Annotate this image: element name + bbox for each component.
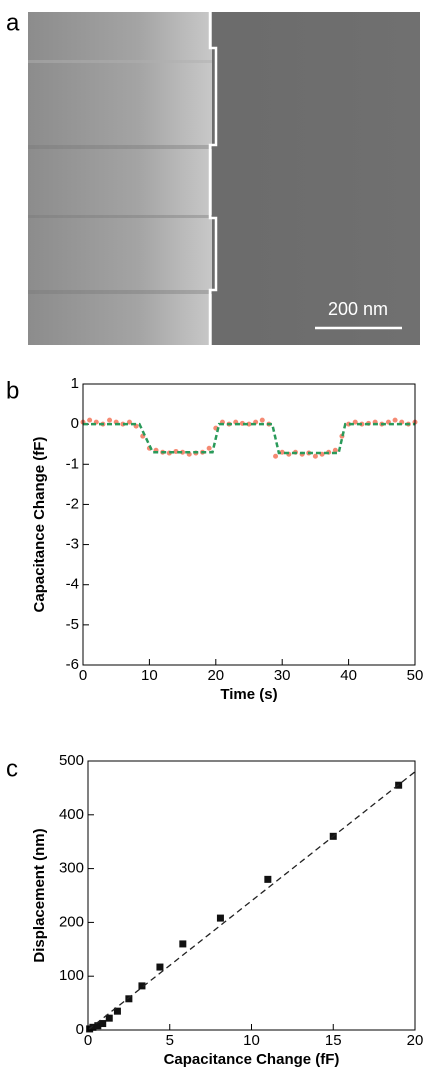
point bbox=[332, 447, 338, 453]
fit-line bbox=[87, 771, 416, 1031]
point bbox=[264, 875, 272, 883]
point bbox=[125, 995, 133, 1003]
point bbox=[99, 1020, 107, 1028]
scale-bar-label: 200 nm bbox=[328, 299, 388, 319]
point bbox=[392, 417, 398, 423]
x-tick-label: 20 bbox=[407, 1032, 424, 1049]
fit-line bbox=[83, 422, 415, 455]
x-axis-label: Time (s) bbox=[220, 686, 277, 703]
point bbox=[216, 914, 224, 922]
point bbox=[107, 417, 113, 423]
point bbox=[273, 453, 279, 459]
y-tick-label: -3 bbox=[66, 536, 79, 553]
x-tick-label: 20 bbox=[207, 667, 224, 684]
point bbox=[126, 419, 132, 425]
point bbox=[113, 1007, 121, 1015]
y-tick-label: 0 bbox=[76, 1021, 84, 1038]
y-tick-label: 300 bbox=[59, 860, 84, 877]
x-tick-label: 0 bbox=[84, 1032, 92, 1049]
point bbox=[87, 417, 93, 423]
x-tick-label: 10 bbox=[243, 1032, 260, 1049]
x-tick-label: 50 bbox=[407, 667, 424, 684]
y-tick-label: -4 bbox=[66, 576, 79, 593]
point bbox=[206, 445, 212, 451]
y-tick-label: -1 bbox=[66, 455, 79, 472]
point bbox=[179, 940, 187, 948]
x-tick-label: 0 bbox=[79, 667, 87, 684]
point bbox=[352, 419, 358, 425]
x-tick-label: 15 bbox=[325, 1032, 342, 1049]
y-tick-label: 1 bbox=[71, 375, 79, 392]
x-tick-label: 30 bbox=[274, 667, 291, 684]
point bbox=[138, 982, 146, 990]
x-tick-label: 40 bbox=[340, 667, 357, 684]
y-tick-label: -6 bbox=[66, 656, 79, 673]
y-tick-label: 200 bbox=[59, 913, 84, 930]
y-axis-label: Displacement (nm) bbox=[31, 828, 48, 962]
x-tick-label: 5 bbox=[166, 1032, 174, 1049]
point bbox=[156, 963, 164, 971]
point bbox=[105, 1014, 113, 1022]
point bbox=[259, 417, 265, 423]
plot-frame bbox=[87, 760, 416, 1031]
y-tick-label: 400 bbox=[59, 806, 84, 823]
x-tick-label: 10 bbox=[141, 667, 158, 684]
y-tick-label: 500 bbox=[59, 752, 84, 769]
point bbox=[312, 453, 318, 459]
plot-frame bbox=[82, 383, 416, 666]
y-tick-label: -2 bbox=[66, 495, 79, 512]
sem-image bbox=[28, 12, 420, 345]
y-tick-label: 100 bbox=[59, 967, 84, 984]
x-axis-label: Capacitance Change (fF) bbox=[164, 1051, 340, 1068]
panel-label: b bbox=[6, 377, 19, 404]
y-tick-label: -5 bbox=[66, 616, 79, 633]
panel-label: c bbox=[6, 755, 18, 782]
panel-label: a bbox=[6, 9, 20, 36]
y-tick-label: 0 bbox=[71, 415, 79, 432]
point bbox=[89, 1023, 97, 1031]
point bbox=[94, 1022, 102, 1030]
y-axis-label: Capacitance Change (fF) bbox=[31, 437, 48, 613]
